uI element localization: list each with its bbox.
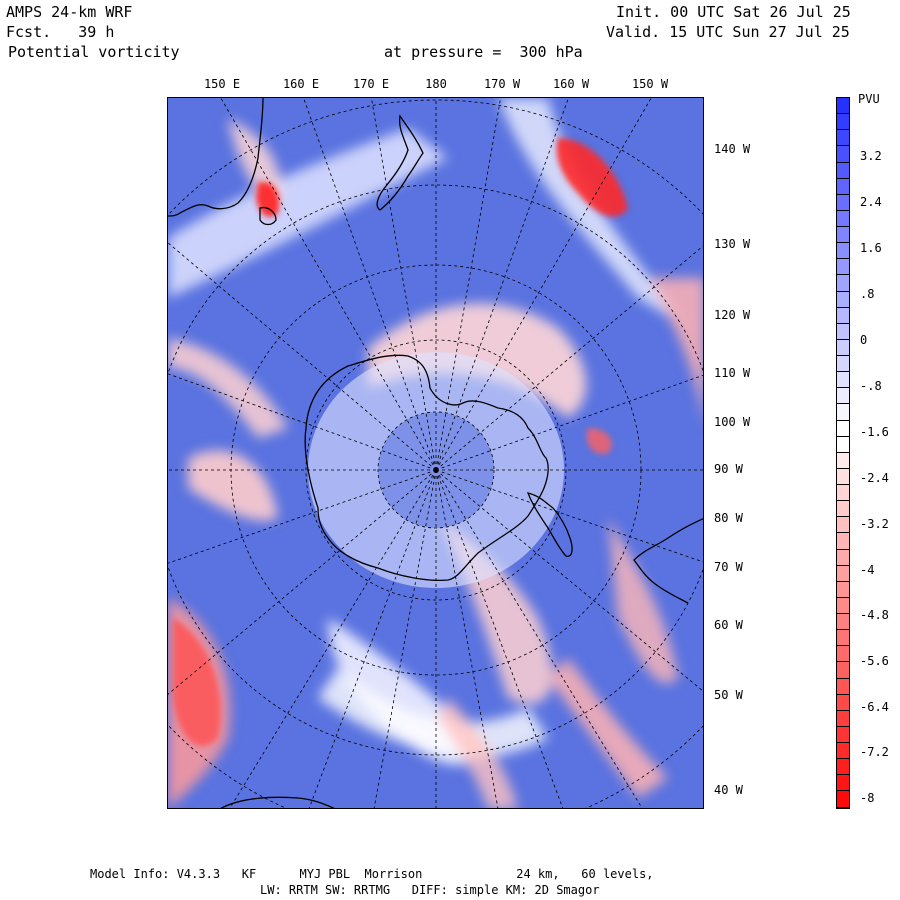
colorbar-swatch: [837, 275, 849, 292]
model-info-line2: LW: RRTM SW: RRTMG DIFF: simple KM: 2D S…: [260, 883, 600, 897]
init-time: Init. 00 UTC Sat 26 Jul 25: [616, 3, 851, 21]
model-info-line1: Model Info: V4.3.3 KF MYJ PBL Morrison 2…: [90, 867, 654, 881]
colorbar-tick-label: -.8: [860, 379, 882, 393]
colorbar-tick-label: .8: [860, 287, 875, 301]
southern-tip-landmass: [220, 796, 335, 808]
colorbar-tick-label: -6.4: [860, 700, 889, 714]
colorbar-swatch: [837, 743, 849, 760]
lon-label-160w: 160 W: [552, 77, 590, 91]
colorbar-swatch: [837, 710, 849, 727]
antarctic-peninsula: [526, 492, 573, 557]
colorbar-swatch: [837, 114, 849, 131]
colorbar-swatch: [837, 614, 849, 631]
colorbar-swatch: [837, 468, 849, 485]
colorbar-tick-label: 1.6: [860, 241, 882, 255]
pv-strong-cores: [173, 138, 628, 746]
colorbar-swatch: [837, 98, 849, 115]
colorbar-tick-label: -2.4: [860, 471, 889, 485]
field-name: Potential vorticity: [8, 43, 180, 61]
pressure-level: at pressure = 300 hPa: [384, 43, 583, 61]
map-panel[interactable]: [167, 97, 704, 809]
colorbar-swatch: [837, 485, 849, 502]
colorbar-swatch: [837, 694, 849, 711]
colorbar-swatch: [837, 404, 849, 421]
lon-label-110w: 110 W: [714, 366, 751, 380]
colorbar-swatch: [837, 726, 849, 743]
lon-label-50w: 50 W: [714, 688, 743, 702]
colorbar-tick-label: 0: [860, 333, 868, 347]
lon-label-180: 180: [425, 77, 447, 91]
colorbar-swatch: [837, 501, 849, 518]
lon-label-60w: 60 W: [714, 618, 743, 632]
colorbar-swatch: [837, 597, 849, 614]
colorbar-tick-label: -4: [860, 563, 875, 577]
model-title: AMPS 24-km WRF: [6, 3, 133, 21]
lon-label-80w: 80 W: [714, 511, 743, 525]
meridians: [168, 98, 703, 808]
australia-coast: [168, 98, 264, 217]
south-america-coast: [633, 518, 703, 604]
tasmania: [259, 206, 277, 226]
colorbar-swatch: [837, 436, 849, 453]
lon-label-70w: 70 W: [714, 560, 743, 574]
colorbar-swatch: [837, 307, 849, 324]
colorbar-swatch: [837, 549, 849, 566]
lon-label-100w: 100 W: [714, 415, 751, 429]
colorbar: [836, 97, 850, 809]
colorbar-swatch: [837, 323, 849, 340]
lon-label-140w: 140 W: [714, 142, 751, 156]
lon-label-170e: 170 E: [352, 77, 390, 91]
colorbar-tick-label: 3.2: [860, 149, 882, 163]
colorbar-unit: PVU: [858, 92, 880, 106]
colorbar-swatch: [837, 243, 849, 260]
colorbar-tick-label: -5.6: [860, 654, 889, 668]
colorbar-swatch: [837, 646, 849, 663]
lon-label-130w: 130 W: [714, 237, 751, 251]
forecast-hour: Fcst. 39 h: [6, 23, 115, 41]
lon-label-150w: 150 W: [631, 77, 669, 91]
colorbar-tick-label: -8: [860, 791, 875, 805]
lon-label-150e: 150 E: [203, 77, 241, 91]
colorbar-swatch: [837, 130, 849, 147]
colorbar-tick-label: 2.4: [860, 195, 882, 209]
colorbar-tick-label: -1.6: [860, 425, 889, 439]
colorbar-swatch: [837, 210, 849, 227]
colorbar-swatch: [837, 452, 849, 469]
colorbar-swatch: [837, 565, 849, 582]
lon-label-90w: 90 W: [714, 462, 743, 476]
lon-label-40w: 40 W: [714, 783, 743, 797]
colorbar-swatch: [837, 372, 849, 389]
colorbar-swatch: [837, 662, 849, 679]
colorbar-swatch: [837, 630, 849, 647]
colorbar-swatch: [837, 194, 849, 211]
colorbar-swatch: [837, 178, 849, 195]
colorbar-swatch: [837, 356, 849, 373]
colorbar-swatch: [837, 533, 849, 550]
colorbar-swatch: [837, 517, 849, 534]
colorbar-swatch: [837, 162, 849, 179]
lon-label-120w: 120 W: [714, 308, 751, 322]
colorbar-tick-label: -3.2: [860, 517, 889, 531]
colorbar-swatch: [837, 388, 849, 405]
lon-label-170w: 170 W: [483, 77, 521, 91]
colorbar-swatch: [837, 791, 849, 808]
colorbar-swatch: [837, 775, 849, 792]
colorbar-tick-label: -4.8: [860, 608, 889, 622]
colorbar-tick-label: -7.2: [860, 745, 889, 759]
colorbar-swatch: [837, 259, 849, 276]
colorbar-swatch: [837, 759, 849, 776]
colorbar-swatch: [837, 291, 849, 308]
colorbar-swatch: [837, 420, 849, 437]
colorbar-swatch: [837, 678, 849, 695]
colorbar-swatch: [837, 227, 849, 244]
colorbar-swatch: [837, 146, 849, 163]
colorbar-swatch: [837, 581, 849, 598]
lon-label-160e: 160 E: [282, 77, 320, 91]
potential-vorticity-field: [168, 98, 703, 808]
antarctica-coastline: [304, 354, 549, 582]
colorbar-swatch: [837, 339, 849, 356]
new-zealand: [376, 114, 424, 211]
valid-time: Valid. 15 UTC Sun 27 Jul 25: [606, 23, 850, 41]
